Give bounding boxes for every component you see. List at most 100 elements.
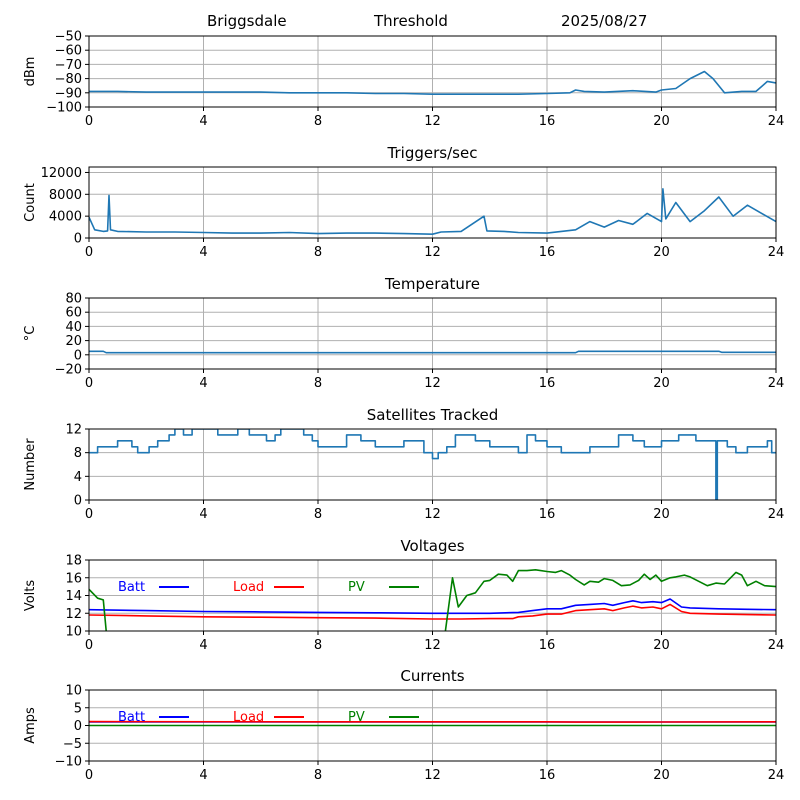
report-date: 2025/08/27 (561, 12, 647, 30)
mode-label: Threshold (373, 12, 448, 30)
series-line-load (89, 720, 776, 723)
x-tick-label: 8 (314, 768, 322, 783)
y-axis-label: Volts (23, 580, 38, 612)
x-tick-label: 24 (768, 245, 785, 260)
panel-threshold: 0 4 8 12 16 20 24 −100−90−80−70−60−50 dBm (23, 30, 784, 130)
x-tick-label: 4 (199, 507, 207, 522)
y-tick-label: 0 (74, 719, 82, 734)
y-tick-label: 4000 (49, 210, 82, 225)
y-tick-label: 0 (74, 232, 82, 247)
station-name: Briggsdale (207, 12, 287, 30)
series-line (89, 350, 776, 354)
x-tick-label: 8 (314, 114, 322, 129)
y-tick-label: −5 (63, 737, 82, 752)
x-tick-label: 24 (768, 114, 785, 129)
x-tick-label: 16 (539, 768, 556, 783)
x-tick-label: 4 (199, 638, 207, 653)
y-tick-label: 0 (74, 494, 82, 509)
y-tick-label: −50 (55, 30, 82, 45)
y-tick-label: 12000 (41, 166, 82, 181)
x-tick-label: 24 (768, 768, 785, 783)
x-tick-label: 0 (85, 507, 93, 522)
y-tick-label: −70 (55, 58, 82, 73)
y-tick-label: 16 (65, 571, 82, 586)
y-axis-label: Amps (23, 707, 38, 744)
legend-label: Load (233, 710, 264, 725)
x-tick-label: 16 (539, 507, 556, 522)
x-tick-label: 24 (768, 638, 785, 653)
series-line-pv (89, 568, 776, 631)
x-tick-label: 12 (424, 768, 441, 783)
x-tick-label: 4 (199, 114, 207, 129)
x-tick-label: 8 (314, 245, 322, 260)
panel-title: Temperature (384, 275, 480, 293)
x-tick-label: 8 (314, 376, 322, 391)
x-tick-label: 12 (424, 638, 441, 653)
series-line-load (89, 603, 776, 620)
y-tick-label: −90 (55, 86, 82, 101)
x-tick-label: 0 (85, 245, 93, 260)
y-axis-label: °C (23, 326, 38, 342)
y-tick-label: 8 (74, 446, 82, 461)
x-tick-label: 16 (539, 376, 556, 391)
y-tick-label: −100 (46, 101, 82, 116)
x-tick-label: 20 (653, 245, 670, 260)
y-tick-label: 40 (65, 320, 82, 335)
y-tick-label: 12 (65, 423, 82, 438)
y-axis-label: dBm (23, 57, 38, 87)
y-tick-label: 20 (65, 334, 82, 349)
x-tick-label: 12 (424, 376, 441, 391)
panel-title: Satellites Tracked (367, 406, 498, 424)
x-tick-label: 16 (539, 245, 556, 260)
y-tick-label: 12 (65, 607, 82, 622)
x-tick-label: 0 (85, 114, 93, 129)
x-tick-label: 24 (768, 507, 785, 522)
y-tick-label: 5 (74, 701, 82, 716)
x-tick-label: 8 (314, 507, 322, 522)
x-tick-label: 8 (314, 638, 322, 653)
legend-label: Batt (118, 710, 145, 725)
y-tick-label: 80 (65, 292, 82, 307)
x-tick-label: 4 (199, 768, 207, 783)
y-tick-label: −10 (55, 755, 82, 770)
x-tick-label: 20 (653, 507, 670, 522)
x-tick-label: 0 (85, 376, 93, 391)
x-tick-label: 20 (653, 768, 670, 783)
panel-voltages: 0 4 8 12 16 20 24 10 12 14 16 18 Voltages Volts Batt Lo… (23, 537, 784, 653)
y-tick-label: −80 (55, 72, 82, 87)
y-tick-label: 0 (74, 348, 82, 363)
x-tick-label: 4 (199, 245, 207, 260)
panel-title: Currents (400, 667, 464, 685)
x-tick-label: 12 (424, 114, 441, 129)
y-tick-label: 4 (74, 470, 82, 485)
panel-triggers: 0 4 8 12 16 20 24 0 4000 8000 12000 Triggers/sec Cou… (23, 144, 784, 260)
x-tick-label: 0 (85, 638, 93, 653)
y-axis-label: Number (23, 438, 38, 491)
legend-label: PV (348, 710, 365, 725)
legend-label: Load (233, 580, 264, 595)
x-tick-label: 12 (424, 245, 441, 260)
y-tick-label: 10 (65, 625, 82, 640)
panel-satellites: 0 4 8 12 16 20 24 0 4 8 12 Satellites Tracked Number (23, 406, 784, 522)
y-tick-label: −60 (55, 44, 82, 59)
x-tick-label: 24 (768, 376, 785, 391)
panel-currents: 0 4 8 12 16 20 24 −10 −5 0 5 10 Currents Amps Batt Load… (23, 667, 784, 783)
x-tick-label: 20 (653, 638, 670, 653)
y-tick-label: 14 (65, 589, 82, 604)
y-tick-label: 10 (65, 684, 82, 699)
y-tick-label: 18 (65, 554, 82, 569)
panel-title: Triggers/sec (387, 144, 478, 162)
x-tick-label: 4 (199, 376, 207, 391)
x-tick-label: 16 (539, 638, 556, 653)
y-axis-label: Count (23, 183, 38, 222)
y-tick-label: 60 (65, 306, 82, 321)
y-tick-label: −20 (55, 363, 82, 378)
x-tick-label: 20 (653, 376, 670, 391)
x-tick-label: 0 (85, 768, 93, 783)
series-line (89, 70, 776, 95)
panel-title: Voltages (400, 537, 464, 555)
x-tick-label: 20 (653, 114, 670, 129)
